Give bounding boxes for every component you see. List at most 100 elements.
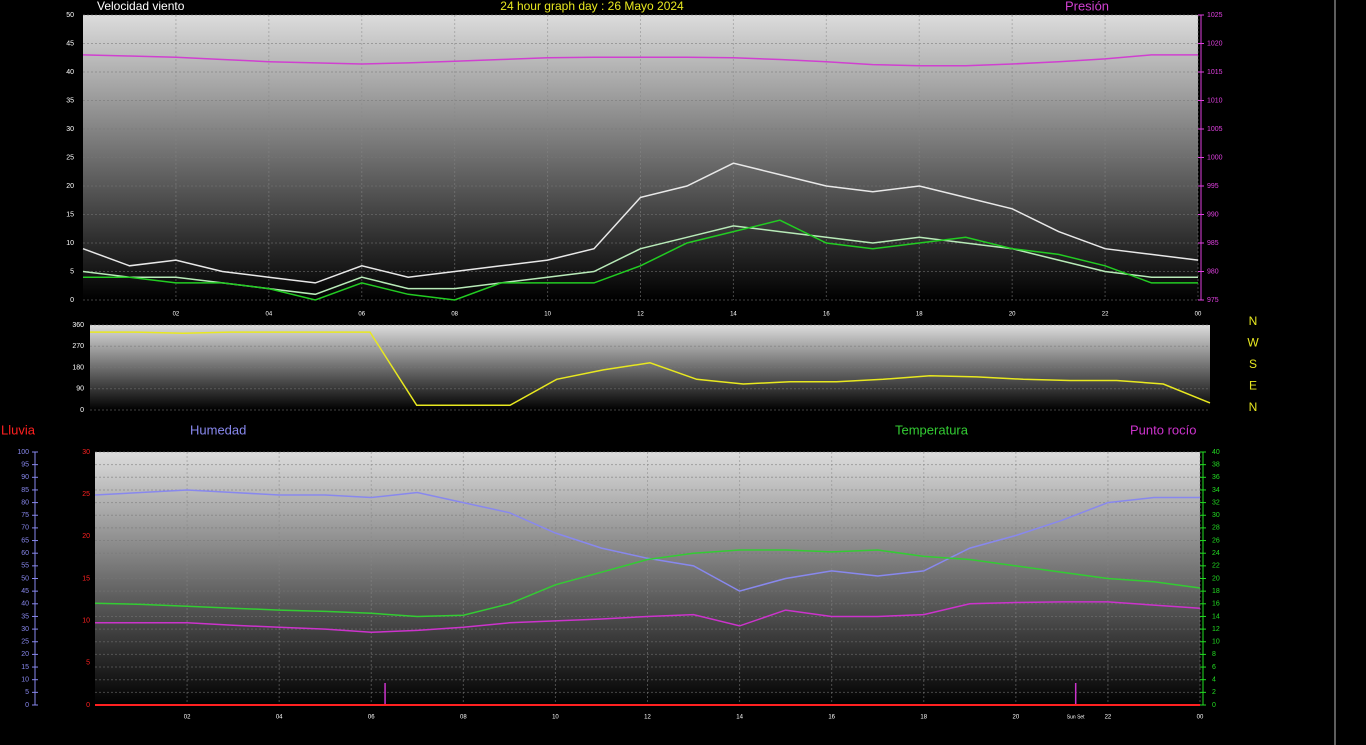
series-line xyxy=(95,601,1201,634)
y2-tick-label: 40 xyxy=(1212,449,1220,456)
y3-tick-label: 10 xyxy=(82,618,90,625)
y-tick-label: 100 xyxy=(17,449,29,456)
series-line xyxy=(90,331,1211,407)
y2-tick-label: 990 xyxy=(1207,211,1219,218)
legend-label: Temperatura xyxy=(895,422,969,437)
y3-tick-label: 25 xyxy=(82,491,90,498)
y-tick-label: 15 xyxy=(66,211,74,218)
y-tick-label: 90 xyxy=(21,474,29,481)
y2-tick-label: 995 xyxy=(1207,183,1219,190)
x-tick-label: 04 xyxy=(265,312,272,318)
legend-label: Humedad xyxy=(190,422,246,437)
y2-tick-label: 980 xyxy=(1207,268,1219,275)
y2-tick-label: 1005 xyxy=(1207,126,1223,133)
y-tick-label: 20 xyxy=(21,651,29,658)
x-tick-label: 06 xyxy=(358,312,365,318)
x-tick-label: 04 xyxy=(276,715,283,721)
y2-tick-label: 6 xyxy=(1212,664,1216,671)
y-tick-label: 30 xyxy=(21,626,29,633)
y-tick-label: 25 xyxy=(66,154,74,161)
x-tick-label: 12 xyxy=(644,715,651,721)
y-tick-label: 20 xyxy=(66,183,74,190)
x-tick-label: 02 xyxy=(173,312,180,318)
y-tick-label: 80 xyxy=(21,499,29,506)
y3-tick-label: 30 xyxy=(82,449,90,456)
x-tick-label: 14 xyxy=(730,312,737,318)
y-tick-label: 50 xyxy=(66,12,74,19)
y-tick-label: 0 xyxy=(25,702,29,709)
series-line xyxy=(82,54,1198,67)
y-tick-label: 65 xyxy=(21,537,29,544)
series-line xyxy=(94,549,1201,618)
x-tick-label: 08 xyxy=(451,312,458,318)
x-tick-label: 06 xyxy=(368,715,375,721)
y2-tick-label: 1000 xyxy=(1207,154,1223,161)
compass-label: S xyxy=(1249,357,1257,371)
y-tick-label: 75 xyxy=(21,512,29,519)
x-tick-label: 12 xyxy=(637,312,644,318)
y2-tick-label: 10 xyxy=(1212,639,1220,646)
chart-title: Velocidad viento xyxy=(97,0,185,13)
y2-tick-label: 1025 xyxy=(1207,12,1223,19)
x-tick-label: 08 xyxy=(460,715,467,721)
x-tick-label: 10 xyxy=(552,715,559,721)
x-tick-label: 22 xyxy=(1102,312,1109,318)
y2-tick-label: 34 xyxy=(1212,487,1220,494)
x-tick-label: 00 xyxy=(1197,715,1204,721)
y2-tick-label: 12 xyxy=(1212,626,1220,633)
x-tick-label: 20 xyxy=(1012,715,1019,721)
y2-tick-label: 975 xyxy=(1207,297,1219,304)
y2-tick-label: 36 xyxy=(1212,474,1220,481)
y-tick-label: 10 xyxy=(21,677,29,684)
y-tick-label: 45 xyxy=(21,588,29,595)
annotation: Sun Set xyxy=(1067,714,1085,720)
series-line xyxy=(82,162,1199,284)
y-tick-label: 55 xyxy=(21,563,29,570)
y-tick-label: 360 xyxy=(72,322,84,329)
y-tick-label: 180 xyxy=(72,364,84,371)
x-tick-label: 00 xyxy=(1195,312,1202,318)
y3-tick-label: 15 xyxy=(82,575,90,582)
y3-tick-label: 0 xyxy=(86,702,90,709)
compass-label: E xyxy=(1249,379,1257,393)
y-tick-label: 45 xyxy=(66,40,74,47)
y-tick-label: 70 xyxy=(21,525,29,532)
x-tick-label: 20 xyxy=(1009,312,1016,318)
y-tick-label: 0 xyxy=(70,297,74,304)
compass-label: N xyxy=(1249,400,1258,414)
y-tick-label: 10 xyxy=(66,240,74,247)
x-tick-label: 02 xyxy=(184,715,191,721)
y2-tick-label: 985 xyxy=(1207,240,1219,247)
y-tick-label: 85 xyxy=(21,487,29,494)
series-line xyxy=(83,219,1198,301)
compass-label: W xyxy=(1247,336,1259,350)
y-tick-label: 40 xyxy=(66,69,74,76)
y3-tick-label: 5 xyxy=(86,660,90,667)
y2-tick-label: 32 xyxy=(1212,499,1220,506)
y2-tick-label: 16 xyxy=(1212,601,1220,608)
page-title: 24 hour graph day : 26 Mayo 2024 xyxy=(500,0,684,13)
y-tick-label: 5 xyxy=(70,268,74,275)
y2-tick-label: 14 xyxy=(1212,613,1220,620)
y-tick-label: 90 xyxy=(76,386,84,393)
y2-tick-label: 22 xyxy=(1212,563,1220,570)
series-line xyxy=(94,489,1200,592)
y-tick-label: 0 xyxy=(80,407,84,414)
x-tick-label: 14 xyxy=(736,715,743,721)
y2-tick-label: 0 xyxy=(1212,702,1216,709)
y-tick-label: 40 xyxy=(21,601,29,608)
y2-tick-label: 2 xyxy=(1212,689,1216,696)
y2-tick-label: 38 xyxy=(1212,461,1220,468)
y2-tick-label: 4 xyxy=(1212,677,1216,684)
y-tick-label: 25 xyxy=(21,639,29,646)
y2-tick-label: 24 xyxy=(1212,550,1220,557)
y-tick-label: 30 xyxy=(66,126,74,133)
y-tick-label: 35 xyxy=(21,613,29,620)
y-tick-label: 270 xyxy=(72,343,84,350)
y-tick-label: 35 xyxy=(66,97,74,104)
y2-tick-label: 20 xyxy=(1212,575,1220,582)
y2-tick-label: 18 xyxy=(1212,588,1220,595)
x-tick-label: 10 xyxy=(544,312,551,318)
